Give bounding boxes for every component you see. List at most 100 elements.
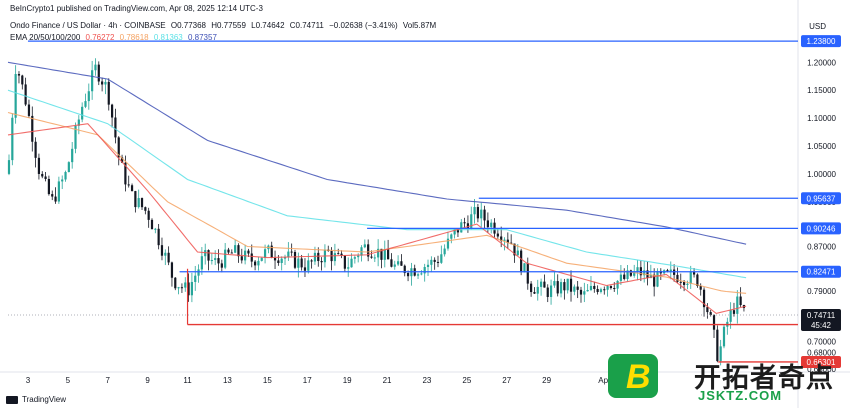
y-tick-label: 0.65000 (807, 365, 836, 374)
candle-body (476, 207, 480, 219)
candle-body (616, 280, 619, 289)
candle-body (739, 296, 742, 306)
candle-body (500, 236, 503, 241)
ema200-value: 0.87357 (187, 33, 217, 42)
candle-body (197, 269, 200, 276)
candle-body (127, 184, 130, 186)
candle-body (596, 288, 599, 293)
candle-body (303, 267, 307, 271)
candle-body (117, 137, 120, 158)
ema50-value: 0.78618 (119, 33, 149, 42)
candle-body (599, 289, 603, 293)
candle-body (170, 262, 174, 278)
candle-body (240, 256, 243, 261)
candle-body (430, 259, 433, 265)
candle-body (473, 207, 476, 215)
candle-body (234, 245, 237, 253)
candle-body (297, 258, 300, 268)
candle-body (666, 270, 669, 272)
candle-body (513, 243, 516, 256)
candle-body (729, 310, 732, 322)
candle-body (150, 219, 154, 230)
candle-body (593, 285, 596, 289)
candle-body (353, 257, 356, 259)
ema100-value: 0.81363 (153, 33, 183, 42)
candle-body (420, 273, 423, 275)
candle-body (736, 296, 739, 314)
candle-body (383, 249, 386, 260)
candle-body (310, 260, 313, 262)
candle-body (619, 274, 623, 281)
candle-body (174, 277, 177, 289)
y-tick-label: 0.70000 (807, 337, 836, 346)
candle-body (160, 245, 164, 256)
candle-body (569, 278, 573, 292)
candle-body (61, 179, 64, 182)
candle-body (367, 244, 370, 257)
candle-body (387, 249, 390, 260)
level-label: 0.90246 (807, 224, 836, 233)
x-tick-label: 25 (462, 376, 471, 385)
candle-body (692, 271, 696, 275)
candle-body (27, 104, 31, 116)
candle-body (496, 233, 499, 237)
candle-body (320, 261, 323, 263)
close-value: C0.74711 (289, 21, 324, 30)
candle-body (553, 281, 556, 286)
candle-body (257, 260, 260, 266)
candle-body (107, 81, 110, 105)
candle-body (17, 74, 21, 76)
x-tick-label: 7 (106, 376, 111, 385)
candle-body (230, 252, 233, 254)
candle-body (426, 264, 430, 267)
candle-body (184, 282, 187, 288)
candle-body (370, 256, 373, 258)
x-tick-label: 21 (383, 376, 392, 385)
candle-body (589, 285, 593, 290)
candle-body (130, 185, 134, 192)
candle-body (144, 207, 147, 211)
candle-body (177, 287, 180, 289)
candle-body (214, 258, 217, 261)
candle-body (406, 273, 410, 277)
x-tick-label: 13 (223, 376, 232, 385)
candle-body (350, 258, 353, 268)
candle-body (253, 261, 257, 266)
x-tick-label: 15 (263, 376, 272, 385)
candle-body (719, 346, 722, 362)
candle-body (380, 248, 383, 260)
candle-body (343, 255, 346, 269)
candle-body (682, 281, 686, 285)
last-price-label: 0.74711 (807, 311, 836, 320)
y-tick-label: 1.15000 (807, 86, 836, 95)
candle-body (623, 274, 626, 279)
y-tick-label: 0.68000 (807, 348, 836, 357)
candle-body (446, 238, 450, 249)
site-watermark: B 开拓者奇点 JSKTZ.COM (602, 348, 850, 408)
candle-body (613, 288, 616, 290)
candle-body (67, 162, 70, 172)
candle-body (7, 160, 11, 174)
candle-body (526, 263, 529, 284)
currency-label[interactable]: USD (809, 22, 826, 31)
candle-body (290, 251, 293, 253)
candle-body (722, 326, 726, 347)
candle-body (210, 260, 213, 262)
candle-body (333, 253, 337, 262)
tradingview-logo[interactable]: TradingView (6, 395, 66, 404)
candle-body (217, 258, 220, 264)
candle-body (520, 250, 523, 273)
candle-body (586, 289, 589, 292)
candle-body (87, 91, 90, 102)
candle-body (603, 289, 606, 291)
ema-legend[interactable]: EMA 20/50/100/200 0.76272 0.78618 0.8136… (10, 33, 220, 42)
candle-body (74, 125, 77, 149)
ema-label: EMA 20/50/100/200 (10, 33, 81, 42)
symbol-title[interactable]: Ondo Finance / US Dollar · 4h · COINBASE (10, 21, 166, 30)
candle-body (110, 104, 114, 118)
x-tick-label: 11 (183, 376, 192, 385)
x-tick-label: 19 (343, 376, 352, 385)
y-tick-label: 0.79000 (807, 287, 836, 296)
candle-body (456, 228, 460, 233)
